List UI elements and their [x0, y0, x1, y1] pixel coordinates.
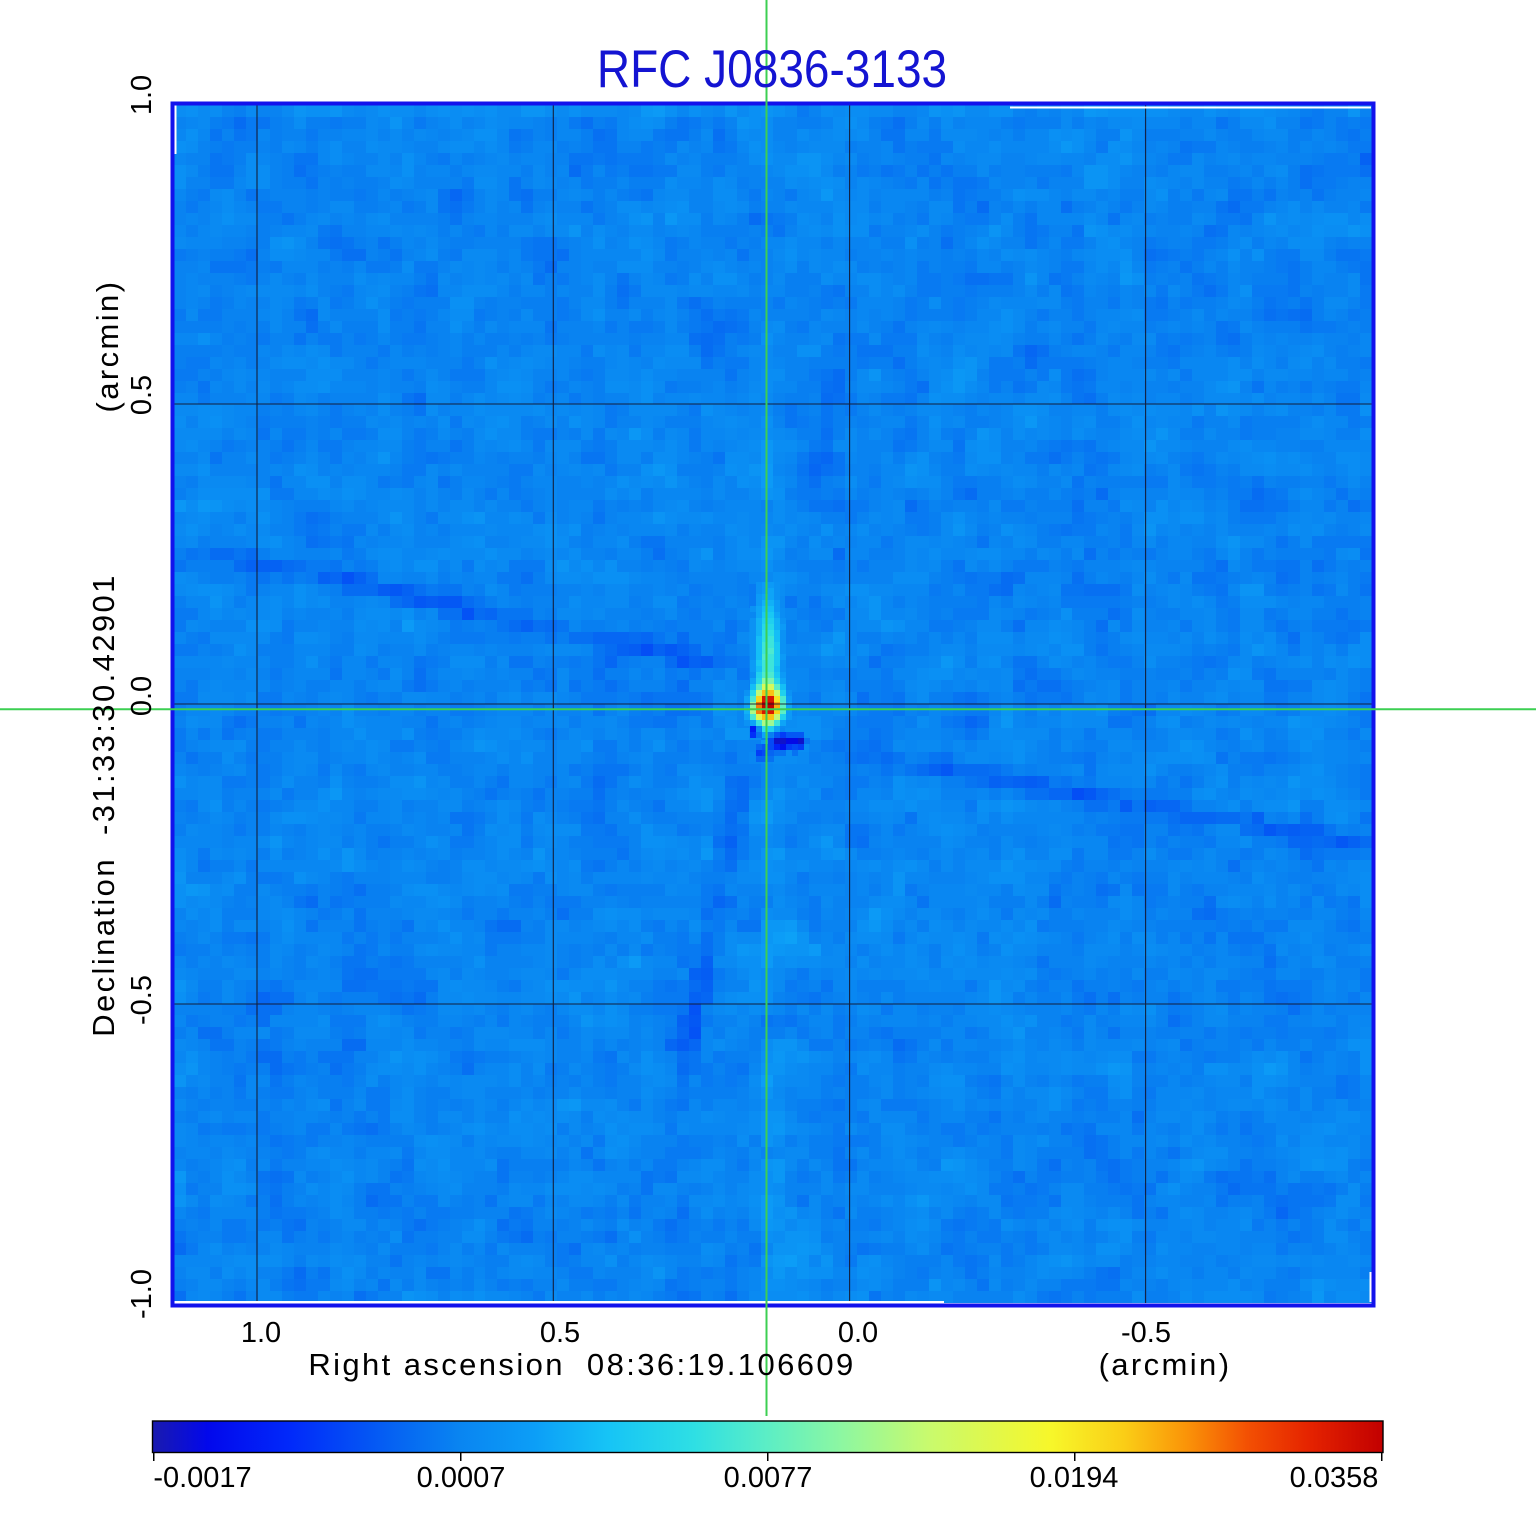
- svg-text:1.0: 1.0: [126, 75, 158, 115]
- svg-text:RFC J0836-3133: RFC J0836-3133: [597, 39, 947, 99]
- svg-text:0.0: 0.0: [126, 676, 158, 716]
- svg-text:-0.5: -0.5: [1121, 1317, 1171, 1349]
- svg-text:0.0: 0.0: [838, 1317, 878, 1349]
- svg-text:Right ascension 08:36:19.1066: Right ascension 08:36:19.106609: [308, 1347, 855, 1382]
- svg-text:0.0077: 0.0077: [724, 1462, 813, 1494]
- svg-text:Declination -31:33:30.42901: Declination -31:33:30.42901: [86, 573, 121, 1037]
- svg-text:0.0007: 0.0007: [417, 1462, 506, 1494]
- svg-text:1.0: 1.0: [241, 1317, 281, 1349]
- svg-text:0.0358: 0.0358: [1290, 1462, 1379, 1494]
- svg-text:-0.5: -0.5: [126, 975, 158, 1025]
- svg-text:(arcmin): (arcmin): [1099, 1347, 1232, 1382]
- svg-text:0.5: 0.5: [126, 375, 158, 415]
- svg-text:-1.0: -1.0: [126, 1269, 158, 1319]
- svg-text:(arcmin): (arcmin): [90, 280, 125, 413]
- svg-text:0.0194: 0.0194: [1030, 1462, 1119, 1494]
- svg-text:-0.0017: -0.0017: [153, 1462, 251, 1494]
- svg-text:0.5: 0.5: [540, 1317, 580, 1349]
